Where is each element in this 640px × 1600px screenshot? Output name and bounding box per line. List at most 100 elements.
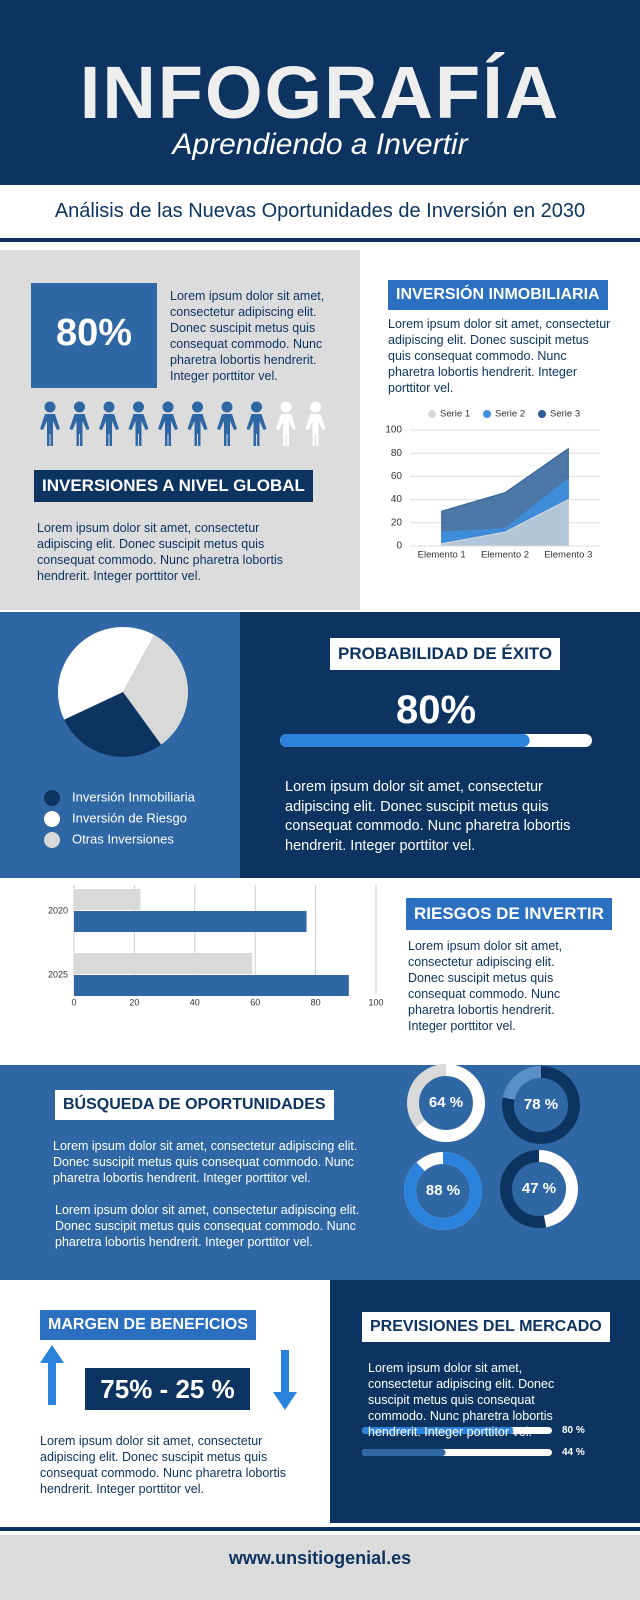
progress-bar [280,734,530,747]
divider [0,1527,640,1531]
x-tick-label: Elemento 1 [418,550,466,561]
person-icon [280,401,292,413]
arrow-down [273,1350,297,1410]
y-tick-label: 0 [396,541,402,552]
x-tick-label: 100 [368,997,383,1007]
legend-swatch [44,832,60,848]
person-icon [162,401,174,413]
donut-label: 64 % [429,1094,463,1111]
pictogram [40,401,326,446]
person-icon [40,414,60,446]
legend-label: Serie 2 [495,409,525,420]
legend-swatch [428,410,436,418]
header-bg [0,0,640,185]
bar [74,889,141,910]
area [441,498,569,547]
legend-swatch [483,410,491,418]
legend-label: Inversión Inmobiliaria [72,789,196,804]
x-tick-label: 80 [311,997,321,1007]
y-tick-label: 100 [385,425,402,436]
paragraph: Lorem ipsum dolor sit amet, consectetur … [53,1139,358,1185]
person-icon [158,414,178,446]
person-icon [74,401,85,413]
category-label: 2025 [48,969,68,979]
paragraph: Lorem ipsum dolor sit amet, consectetur … [388,317,611,395]
person-icon [310,401,321,413]
footer-url: www.unsitiogenial.es [228,1548,412,1568]
footer-bg [0,1535,640,1600]
divider [0,238,640,242]
person-icon [69,414,90,446]
person-icon [192,401,203,413]
donut-label: 47 % [522,1180,556,1197]
section-title: INVERSIONES A NIVEL GLOBAL [34,470,313,502]
big-stat: 80% [395,688,477,732]
person-icon [251,401,262,413]
person-icon [276,414,296,446]
person-icon [217,414,237,446]
stat: 80% [55,312,133,354]
x-tick-label: 60 [250,997,260,1007]
x-tick-label: 20 [129,997,139,1007]
person-icon [44,401,56,413]
pie-slice [123,635,189,745]
legend-swatch [44,790,60,806]
donut-arc [404,1152,482,1230]
bar [74,911,307,932]
margin-label: 75% - 25 % [85,1368,250,1410]
paragraph: Lorem ipsum dolor sit amet, consectetur … [40,1434,286,1496]
value-label: 44 % [562,1447,585,1458]
paragraph: Lorem ipsum dolor sit amet, consectetur … [170,289,325,383]
person-icon [103,401,115,413]
legend-label: Serie 1 [440,409,470,420]
person-icon [99,414,119,446]
person-icon [221,401,233,413]
category-label: 2020 [48,905,68,915]
progress-bar [362,1427,514,1434]
section-title: RIESGOS DE INVERTIR [406,898,612,930]
subtitle: Aprendiendo a Invertir [172,128,468,161]
legend-label: Otras Inversiones [72,831,174,846]
y-tick-label: 60 [391,471,403,482]
stat-box [31,283,157,388]
donut-label: 88 % [426,1182,460,1199]
paragraph: Lorem ipsum dolor sit amet, consectetur … [285,779,571,854]
pie-slice [58,626,155,720]
donut-label: 78 % [524,1096,558,1113]
bar [74,975,349,996]
person-icon [128,414,149,446]
progress-bar [362,1449,446,1456]
legend-swatch [538,410,546,418]
section-title: MARGEN DE BENEFICIOS [40,1310,257,1340]
legend-label: Serie 3 [550,409,580,420]
person-icon [305,414,326,446]
section-title: BÚSQUEDA DE OPORTUNIDADES [55,1090,334,1120]
section-title: INVERSIÓN INMOBILIARIA [388,280,608,310]
paragraph: Lorem ipsum dolor sit amet, consectetur … [368,1361,555,1439]
paragraph: Lorem ipsum dolor sit amet, consectetur … [55,1203,360,1249]
title: INFOGRAFÍA [79,51,561,134]
y-tick-label: 20 [391,517,403,528]
pie-slice [64,692,162,758]
section-title: PROBABILIDAD DE ÉXITO [330,638,561,670]
x-tick-label: 40 [190,997,200,1007]
x-tick-label: Elemento 3 [544,550,592,561]
person-icon [133,401,144,413]
y-tick-label: 40 [391,494,403,505]
paragraph: Lorem ipsum dolor sit amet, consectetur … [408,939,563,1033]
x-tick-label: Elemento 2 [481,550,529,561]
donut-arc [500,1150,578,1228]
person-icon [246,414,267,446]
person-icon [187,414,208,446]
y-tick-label: 80 [391,448,403,459]
legend-swatch [44,811,60,827]
legend-label: Inversión de Riesgo [72,810,187,825]
value-label: 80 % [562,1425,585,1436]
arrow-up [40,1345,64,1405]
x-tick-label: 0 [71,997,76,1007]
bar [74,953,253,974]
donut-arc [502,1066,580,1144]
paragraph: Lorem ipsum dolor sit amet, consectetur … [37,521,283,583]
